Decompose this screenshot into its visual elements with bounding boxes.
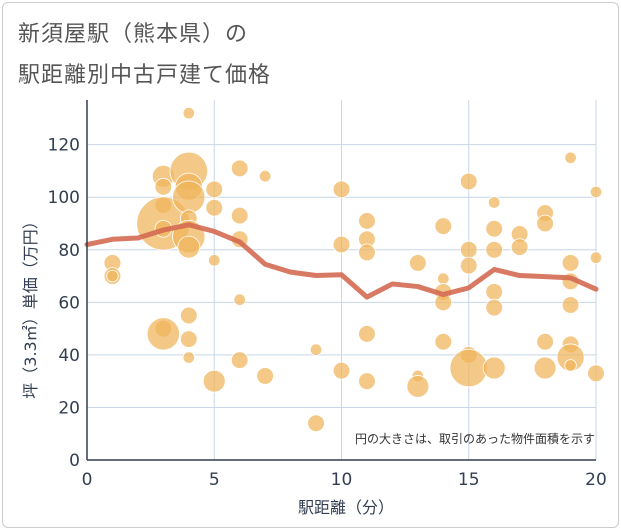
bubble-point-69: [561, 296, 580, 314]
bubble-point-23: [202, 369, 226, 393]
bubble-point-50: [459, 240, 478, 259]
y-tick-label-6: 120: [48, 136, 80, 156]
bubble-point-58: [485, 298, 504, 317]
bubble-point-36: [358, 212, 376, 230]
bubble-point-25: [230, 206, 249, 225]
bubble-point-72: [564, 359, 577, 372]
y-tick-label-4: 80: [58, 241, 80, 261]
bubble-point-44: [434, 217, 453, 235]
x-tick-label-1: 5: [209, 470, 220, 490]
bubble-point-40: [358, 372, 376, 390]
bubble-point-9: [146, 317, 180, 351]
bubble-point-24: [230, 159, 249, 178]
bubble-point-38: [358, 243, 376, 262]
y-tick-label-2: 40: [58, 346, 80, 366]
bubble-point-49: [459, 172, 478, 191]
bubble-point-57: [485, 283, 504, 301]
bubble-point-33: [332, 180, 351, 199]
bubble-point-28: [230, 351, 249, 369]
bubble-point-64: [536, 332, 554, 351]
bubble-point-61: [510, 238, 529, 256]
bubble-point-43: [406, 375, 430, 398]
bubble-point-63: [536, 214, 554, 233]
bubble-point-16: [177, 235, 201, 259]
grid-layer: [87, 100, 597, 460]
bubble-point-65: [533, 356, 557, 380]
bubble-point-13: [172, 180, 206, 214]
bubble-point-4: [154, 177, 173, 196]
bubble-point-48: [434, 332, 453, 351]
x-tick-label-2: 10: [331, 470, 353, 490]
bubble-point-10: [182, 106, 196, 120]
axis-layer: 0 20 40 60 80 100 120 0 5 10 15 20: [48, 100, 607, 490]
x-tick-label-4: 20: [585, 470, 607, 490]
bubble-point-54: [488, 196, 501, 209]
bubble-point-39: [358, 325, 376, 343]
bubble-point-18: [180, 330, 198, 348]
bubble-point-41: [409, 254, 427, 272]
bubble-point-73: [589, 185, 603, 199]
y-axis-label: 坪（3.3㎡）単価（万円）: [21, 213, 40, 398]
bubble-point-2: [106, 269, 119, 283]
bubble-point-30: [256, 367, 274, 385]
bubble-point-53: [449, 348, 488, 388]
bubble-layer: [103, 106, 605, 433]
x-axis-label: 駅距離（分）: [298, 498, 394, 517]
bubble-point-29: [258, 170, 272, 183]
bubble-point-59: [482, 356, 506, 380]
bubble-point-32: [307, 414, 325, 433]
y-tick-label-1: 20: [58, 398, 80, 418]
chart-title-line-2: 駅距離別中古戸建て価格: [18, 63, 272, 88]
bubble-point-21: [205, 198, 224, 217]
chart-title-line-1: 新須屋駅（熊本県）の: [18, 22, 249, 47]
bubble-point-45: [437, 272, 450, 285]
bubble-point-74: [589, 251, 603, 264]
y-tick-label-0: 0: [69, 451, 80, 471]
average-line: [84, 222, 599, 300]
bubble-point-56: [485, 240, 504, 259]
bubble-point-51: [459, 256, 478, 275]
bubble-point-67: [561, 254, 580, 272]
bubble-point-22: [208, 254, 221, 267]
bubble-point-31: [309, 343, 323, 356]
bubble-point-17: [180, 306, 198, 325]
x-tick-label-3: 15: [458, 470, 480, 490]
bubble-point-20: [205, 180, 224, 199]
bubble-point-75: [587, 364, 605, 383]
bubble-point-35: [332, 361, 351, 380]
bubble-point-66: [564, 151, 577, 165]
bubble-point-55: [485, 219, 504, 238]
bubble-point-34: [332, 235, 351, 254]
bubble-point-19: [182, 351, 196, 364]
y-tick-label-5: 100: [48, 188, 80, 208]
x-tick-label-0: 0: [82, 470, 93, 490]
bubble-point-27: [233, 293, 246, 306]
average-line-layer: [84, 222, 599, 300]
y-tick-label-3: 60: [58, 293, 80, 313]
size-annotation: 円の大きさは、取引のあった物件面積を示す: [355, 431, 595, 446]
